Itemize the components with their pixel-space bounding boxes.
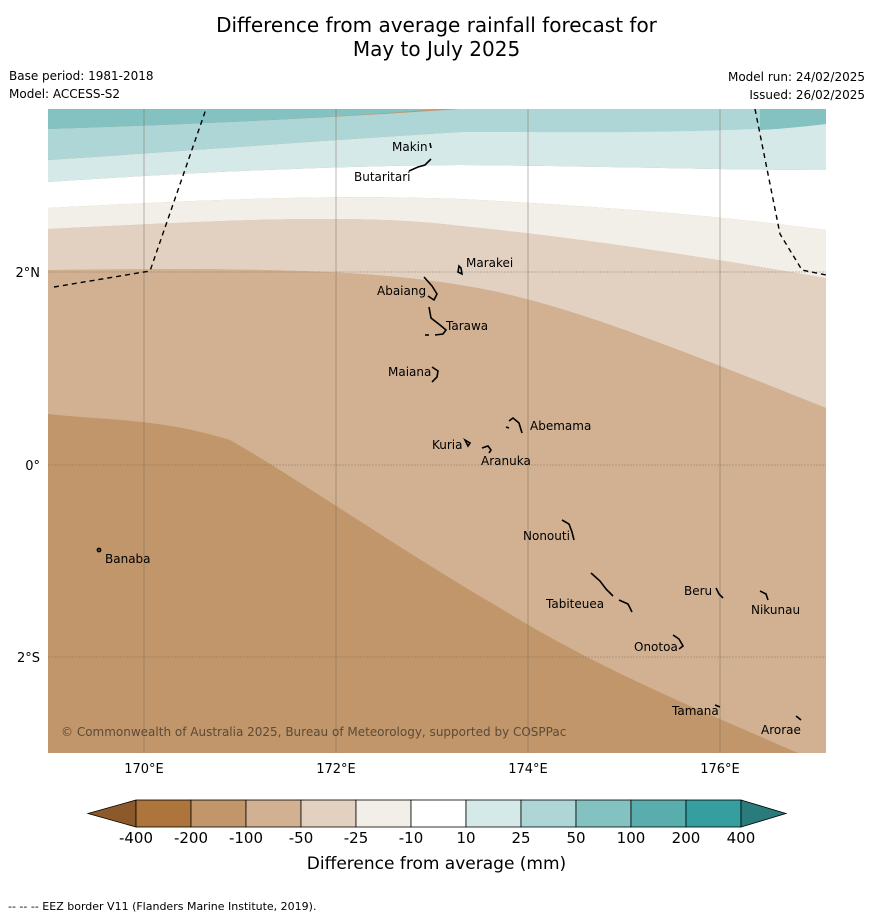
colorbar-swatch <box>300 799 357 828</box>
colorbar-swatch <box>190 799 247 828</box>
lat-label-2s: 2°S <box>17 651 40 666</box>
kuria-island <box>463 437 472 448</box>
abemama-island <box>508 416 523 434</box>
band-minus50 <box>48 218 826 408</box>
map-title-line1: Difference from average rainfall forecas… <box>216 13 657 37</box>
tabiteuea-north <box>590 572 614 597</box>
label-aranuka: Aranuka <box>481 454 531 468</box>
colorbar-tick-label: -200 <box>173 829 209 847</box>
label-abemama: Abemama <box>530 419 591 433</box>
colorbar-tick-label: 100 <box>616 829 646 847</box>
copyright-text: © Commonwealth of Australia 2025, Bureau… <box>61 725 566 739</box>
abemama-islet <box>505 426 510 429</box>
banaba-island <box>96 547 102 553</box>
nikunau-island <box>759 590 769 601</box>
label-tamana: Tamana <box>671 704 719 718</box>
colorbar-swatch <box>630 799 687 828</box>
label-banaba: Banaba <box>105 552 151 566</box>
colorbar-swatch <box>520 799 577 828</box>
label-maiana: Maiana <box>388 365 431 379</box>
colorbar-swatch <box>465 799 522 828</box>
butaritari-island <box>408 158 432 172</box>
tabiteuea-south <box>618 599 633 613</box>
colorbar-tick-label: -25 <box>343 829 369 847</box>
colorbar-swatch <box>575 799 632 828</box>
island-outlines <box>96 142 802 721</box>
nonouti-island <box>561 519 575 541</box>
colorbar-swatch <box>685 799 742 828</box>
label-butaritari: Butaritari <box>354 170 411 184</box>
lat-label-2n: 2°N <box>16 266 41 281</box>
label-makin: Makin <box>392 140 428 154</box>
band-plus25 <box>48 109 826 160</box>
model-text: Model: ACCESS-S2 <box>9 87 121 101</box>
colorbar-arrow-high <box>740 799 788 828</box>
band-neutral <box>48 165 826 230</box>
colorbar-tick-label: -400 <box>118 829 154 847</box>
island-labels: Makin Butaritari Marakei Abaiang Tarawa … <box>105 140 801 737</box>
colorbar-swatch <box>355 799 412 828</box>
colorbar-tick-label: -50 <box>288 829 314 847</box>
tarawa-island <box>428 306 448 336</box>
label-nonouti: Nonouti <box>523 529 570 543</box>
colorbar-tick-label: -10 <box>398 829 424 847</box>
colorbar-swatch <box>135 799 192 828</box>
colorbar-tick-label: 25 <box>511 829 531 847</box>
colorbar-title: Difference from average (mm) <box>306 854 567 874</box>
map-title-line2: May to July 2025 <box>352 37 521 61</box>
band-plus50 <box>48 109 440 129</box>
label-marakei: Marakei <box>466 256 513 270</box>
band-plus50-east <box>760 109 826 130</box>
marakei-island <box>457 264 464 276</box>
colorbar-tick-label: 400 <box>726 829 756 847</box>
colorbar-tick-label: 200 <box>671 829 701 847</box>
onotoa-island <box>672 634 685 650</box>
label-tarawa: Tarawa <box>445 319 488 333</box>
eez-footer-note: -- -- -- EEZ border V11 (Flanders Marine… <box>8 900 317 913</box>
colorbar-arrow-low <box>86 799 137 828</box>
colorbar-swatch <box>245 799 302 828</box>
colorbar-tick-label: 10 <box>456 829 476 847</box>
model-run-text: Model run: 24/02/2025 <box>727 70 865 84</box>
lat-label-0: 0° <box>25 459 40 474</box>
label-kuria: Kuria <box>432 438 463 452</box>
label-tabiteuea: Tabiteuea <box>545 597 604 611</box>
colorbar-swatch <box>410 799 467 828</box>
lon-label-176e: 176°E <box>700 762 740 777</box>
label-beru: Beru <box>684 584 712 598</box>
eez-border <box>53 109 826 288</box>
band-minus25 <box>48 197 826 278</box>
beru-island <box>715 587 724 599</box>
tamana-island <box>714 704 721 708</box>
axis-labels: 2°N 0° 2°S 170°E 172°E 174°E 176°E <box>16 266 740 777</box>
graticule <box>48 109 826 753</box>
makin-island <box>429 142 432 149</box>
lon-label-172e: 172°E <box>316 762 356 777</box>
colorbar <box>86 799 788 828</box>
label-arorae: Arorae <box>761 723 801 737</box>
lon-label-170e: 170°E <box>124 762 164 777</box>
label-abaiang: Abaiang <box>377 284 426 298</box>
arorae-island <box>795 715 802 721</box>
label-nikunau: Nikunau <box>751 603 800 617</box>
abaiang-island <box>423 276 438 302</box>
colorbar-tick-label: -100 <box>228 829 264 847</box>
maiana-island <box>431 366 439 383</box>
rainfall-anomaly-bands <box>48 109 826 753</box>
label-onotoa: Onotoa <box>634 640 678 654</box>
aranuka-island <box>481 445 492 454</box>
band-minus100 <box>48 269 826 753</box>
issued-text: Issued: 26/02/2025 <box>749 88 865 102</box>
base-period-text: Base period: 1981-2018 <box>9 69 154 83</box>
lon-label-174e: 174°E <box>508 762 548 777</box>
colorbar-tick-label: 50 <box>566 829 586 847</box>
